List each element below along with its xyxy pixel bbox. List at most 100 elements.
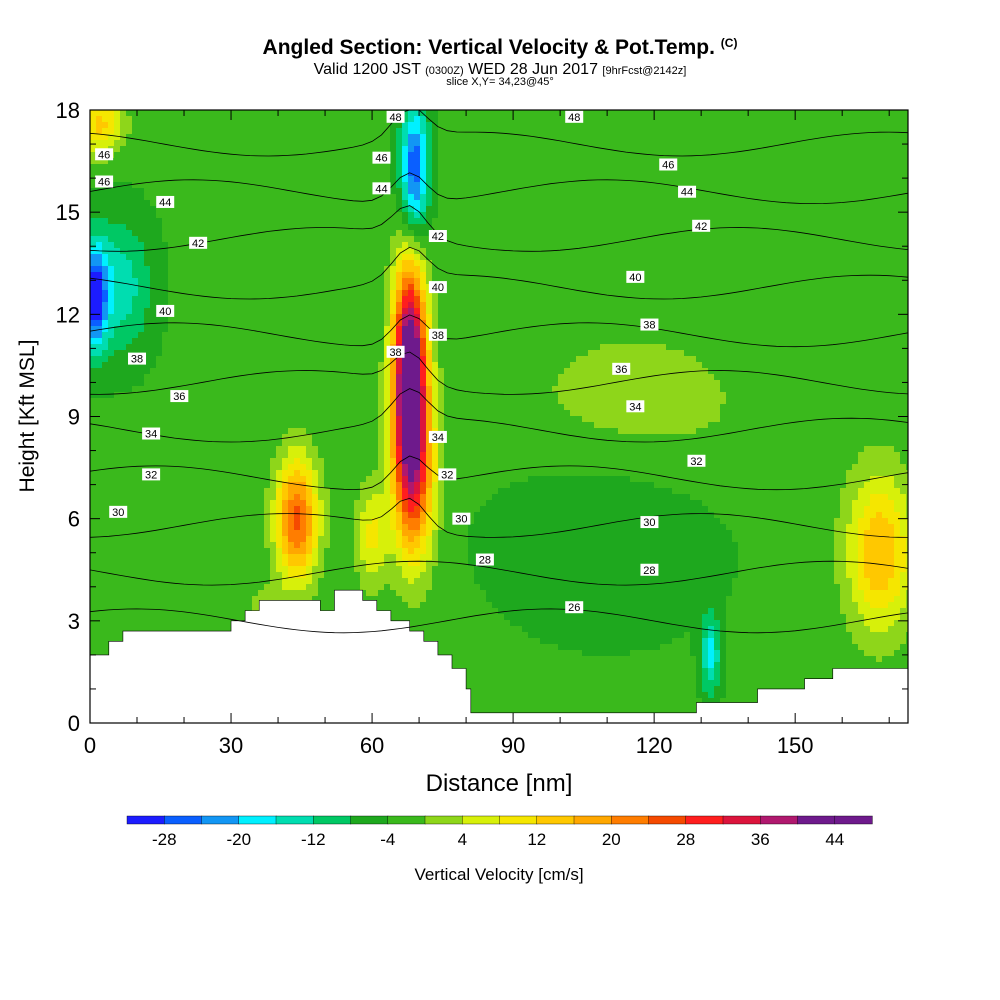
velocity-cell <box>690 170 697 177</box>
velocity-cell <box>792 206 799 213</box>
velocity-cell <box>300 212 307 219</box>
velocity-cell <box>294 266 301 273</box>
velocity-cell <box>810 212 817 219</box>
velocity-cell <box>858 224 865 231</box>
velocity-cell <box>738 230 745 237</box>
velocity-cell <box>522 200 529 207</box>
velocity-cell <box>594 194 601 201</box>
velocity-cell <box>600 134 607 141</box>
velocity-cell <box>390 194 397 201</box>
velocity-cell <box>840 116 847 123</box>
velocity-cell <box>414 290 421 297</box>
velocity-cell <box>144 122 151 129</box>
velocity-cell <box>312 314 319 321</box>
velocity-cell <box>882 170 889 177</box>
velocity-cell <box>414 182 421 189</box>
velocity-cell <box>270 218 277 225</box>
velocity-cell <box>756 296 763 303</box>
velocity-cell <box>318 116 325 123</box>
velocity-cell <box>546 242 553 249</box>
velocity-cell <box>834 254 841 261</box>
velocity-cell <box>522 272 529 279</box>
velocity-cell <box>120 242 127 249</box>
velocity-cell <box>864 206 871 213</box>
velocity-cell <box>90 134 97 141</box>
velocity-cell <box>372 254 379 261</box>
velocity-cell <box>846 242 853 249</box>
velocity-cell <box>666 224 673 231</box>
velocity-cell <box>240 176 247 183</box>
velocity-cell <box>762 290 769 297</box>
velocity-cell <box>552 284 559 291</box>
velocity-cell <box>114 158 121 165</box>
velocity-cell <box>858 296 865 303</box>
velocity-cell <box>150 242 157 249</box>
velocity-cell <box>846 296 853 303</box>
velocity-cell <box>546 164 553 171</box>
velocity-cell <box>510 242 517 249</box>
velocity-cell <box>300 254 307 261</box>
velocity-cell <box>366 158 373 165</box>
velocity-cell <box>900 164 907 171</box>
velocity-cell <box>858 122 865 129</box>
velocity-cell <box>540 110 547 117</box>
velocity-cell <box>234 278 241 285</box>
velocity-cell <box>690 266 697 273</box>
velocity-cell <box>522 254 529 261</box>
velocity-cell <box>582 182 589 189</box>
velocity-cell <box>786 152 793 159</box>
velocity-cell <box>720 266 727 273</box>
velocity-cell <box>588 296 595 303</box>
velocity-cell <box>456 236 463 243</box>
velocity-cell <box>288 116 295 123</box>
velocity-cell <box>354 206 361 213</box>
velocity-cell <box>216 260 223 267</box>
velocity-cell <box>90 284 97 291</box>
velocity-cell <box>414 146 421 153</box>
velocity-cell <box>468 152 475 159</box>
velocity-cell <box>456 224 463 231</box>
velocity-cell <box>678 308 685 315</box>
velocity-cell <box>300 272 307 279</box>
velocity-cell <box>132 194 139 201</box>
velocity-cell <box>306 320 313 327</box>
velocity-cell <box>828 116 835 123</box>
velocity-cell <box>870 302 877 309</box>
velocity-cell <box>348 320 355 327</box>
velocity-cell <box>696 320 703 327</box>
velocity-cell <box>792 218 799 225</box>
velocity-cell <box>714 284 721 291</box>
velocity-cell <box>222 230 229 237</box>
velocity-cell <box>90 266 97 273</box>
velocity-cell <box>552 230 559 237</box>
velocity-cell <box>366 176 373 183</box>
velocity-cell <box>846 308 853 315</box>
velocity-cell <box>870 260 877 267</box>
velocity-cell <box>420 146 427 153</box>
velocity-cell <box>216 188 223 195</box>
velocity-cell <box>564 278 571 285</box>
velocity-cell <box>642 122 649 129</box>
velocity-cell <box>270 308 277 315</box>
velocity-cell <box>228 170 235 177</box>
velocity-cell <box>708 140 715 147</box>
velocity-cell <box>318 200 325 207</box>
velocity-cell <box>186 122 193 129</box>
velocity-cell <box>654 134 661 141</box>
velocity-cell <box>870 218 877 225</box>
velocity-cell <box>324 308 331 315</box>
velocity-cell <box>306 272 313 279</box>
velocity-cell <box>768 176 775 183</box>
velocity-cell <box>708 260 715 267</box>
velocity-cell <box>450 302 457 309</box>
velocity-cell <box>750 248 757 255</box>
velocity-cell <box>528 170 535 177</box>
velocity-cell <box>300 242 307 249</box>
velocity-cell <box>570 242 577 249</box>
velocity-cell <box>324 206 331 213</box>
velocity-cell <box>240 164 247 171</box>
velocity-cell <box>720 272 727 279</box>
velocity-cell <box>696 128 703 135</box>
velocity-cell <box>738 134 745 141</box>
velocity-cell <box>768 278 775 285</box>
